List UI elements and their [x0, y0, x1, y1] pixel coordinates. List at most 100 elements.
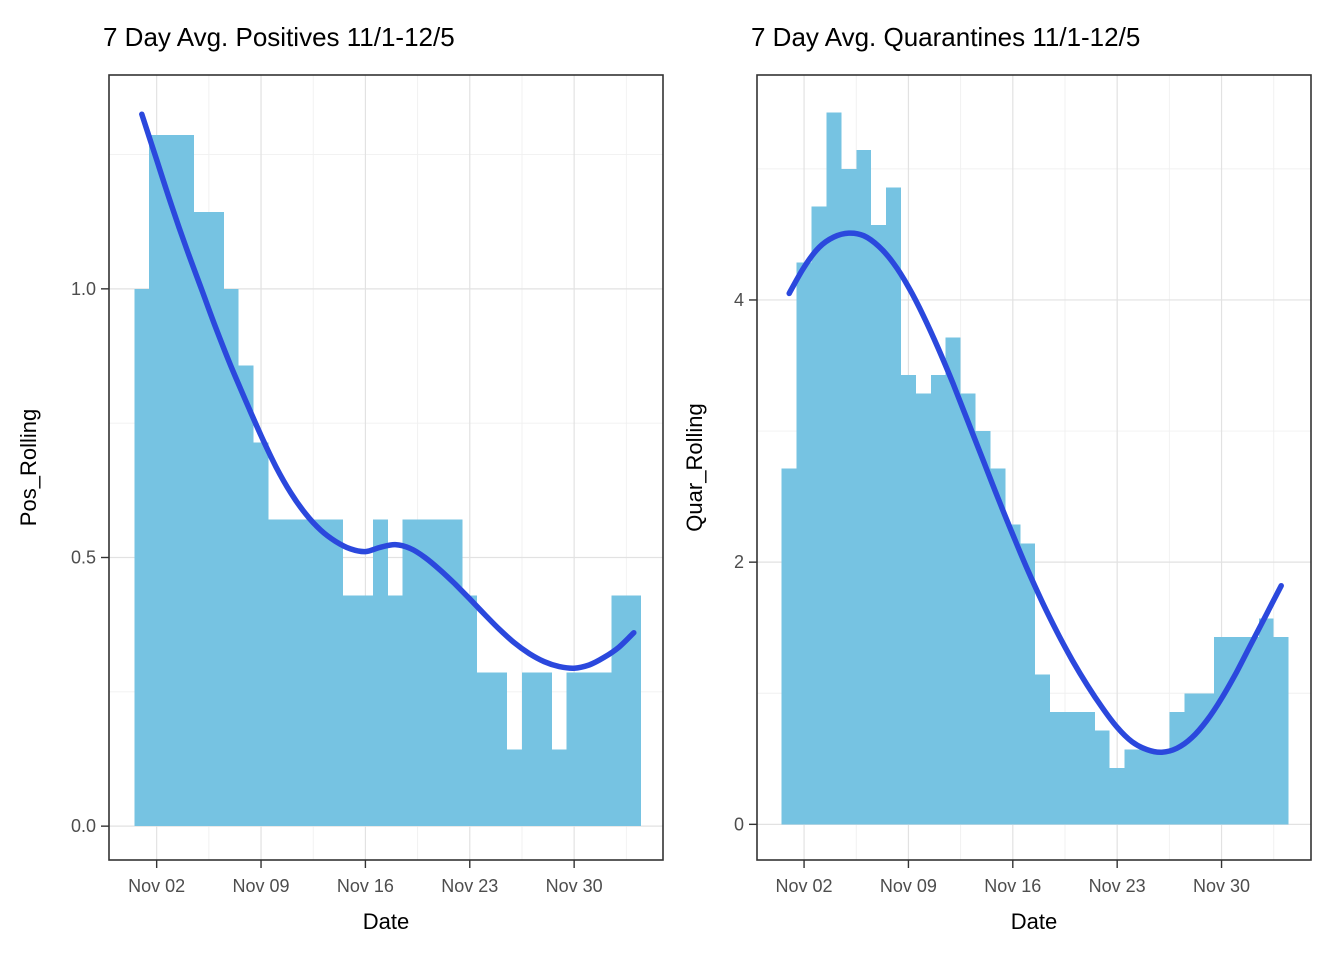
x-tick-label: Nov 16 — [984, 876, 1041, 896]
bar — [372, 519, 388, 827]
bar — [298, 519, 314, 827]
bar — [208, 212, 224, 827]
y-tick-label: 2 — [734, 552, 744, 572]
panel-border — [108, 74, 664, 861]
bar — [387, 595, 403, 827]
bar — [1050, 711, 1065, 825]
bar — [343, 595, 358, 827]
bar — [1169, 711, 1185, 825]
smooth-line — [786, 230, 1284, 755]
bar — [402, 519, 418, 827]
bar — [886, 187, 901, 825]
bar — [149, 135, 165, 827]
bar — [328, 519, 344, 827]
bar — [1258, 618, 1274, 825]
bar — [930, 374, 946, 825]
bar — [811, 206, 827, 825]
x-tick-label: Nov 30 — [1193, 876, 1250, 896]
bar — [990, 468, 1006, 825]
bar — [313, 519, 329, 827]
x-tick-label: Nov 16 — [337, 876, 394, 896]
bar — [1094, 730, 1110, 825]
bar — [871, 225, 887, 825]
bar — [566, 672, 582, 827]
bar — [283, 519, 299, 827]
axis-ticks — [101, 288, 575, 868]
quarantines-panel: 0 2 4 Nov 02 Nov 09 Nov 16 Nov 23 Nov 30 — [734, 74, 1312, 896]
bar — [417, 519, 433, 827]
axis-tick-labels: 0 2 4 Nov 02 Nov 09 Nov 16 Nov 23 Nov 30 — [734, 290, 1250, 896]
axis-ticks — [749, 299, 1223, 868]
bar — [826, 112, 842, 825]
bar — [796, 262, 812, 825]
bar — [1079, 711, 1095, 825]
bars — [134, 135, 642, 827]
left-y-axis-title: Pos_Rolling — [16, 409, 41, 526]
bar — [536, 672, 552, 827]
bars — [781, 112, 1289, 825]
panel-border — [756, 74, 1312, 861]
bar — [1005, 524, 1021, 825]
bar — [551, 749, 567, 827]
bar — [960, 393, 976, 825]
bar — [193, 212, 209, 827]
left-plot-title: 7 Day Avg. Positives 11/1-12/5 — [103, 22, 455, 52]
x-tick-label: Nov 02 — [776, 876, 833, 896]
bar — [507, 749, 522, 827]
right-plot-title: 7 Day Avg. Quarantines 11/1-12/5 — [751, 22, 1140, 52]
bar — [1109, 768, 1125, 825]
x-tick-label: Nov 02 — [128, 876, 185, 896]
bar — [268, 519, 284, 827]
bar — [164, 135, 180, 827]
bar — [357, 595, 373, 827]
bar — [1154, 749, 1170, 825]
bar — [581, 672, 597, 827]
bar — [1020, 543, 1036, 825]
smooth-line — [139, 111, 637, 672]
bar — [447, 519, 463, 827]
y-tick-label: 4 — [734, 290, 744, 310]
bar — [1273, 637, 1289, 825]
x-tick-label: Nov 30 — [546, 876, 603, 896]
bar — [521, 672, 537, 827]
bar — [1035, 674, 1051, 825]
bar — [626, 595, 642, 827]
bar — [492, 672, 508, 827]
bar — [134, 288, 150, 827]
y-tick-label: 0.0 — [71, 816, 96, 836]
bar — [1124, 749, 1140, 825]
right-y-axis-title: Quar_Rolling — [682, 403, 707, 531]
bar — [223, 288, 239, 827]
bar — [841, 168, 857, 825]
x-tick-label: Nov 23 — [1089, 876, 1146, 896]
bar — [1064, 711, 1080, 825]
bar — [253, 442, 269, 827]
y-tick-label: 0 — [734, 814, 744, 834]
right-x-axis-title: Date — [1011, 909, 1057, 934]
bar — [611, 595, 627, 827]
bar — [238, 365, 254, 827]
bar — [179, 135, 194, 827]
bar — [915, 393, 931, 825]
bar — [432, 519, 448, 827]
bar — [856, 150, 872, 825]
left-x-axis-title: Date — [363, 909, 409, 934]
bar — [975, 431, 991, 825]
y-tick-label: 1.0 — [71, 279, 96, 299]
bar — [596, 672, 612, 827]
x-tick-label: Nov 09 — [880, 876, 937, 896]
x-tick-label: Nov 23 — [441, 876, 498, 896]
x-tick-label: Nov 09 — [233, 876, 290, 896]
y-tick-label: 0.5 — [71, 547, 96, 567]
bar — [1214, 637, 1229, 825]
bar — [462, 595, 478, 827]
bar — [900, 374, 916, 825]
axis-tick-labels: 0.0 0.5 1.0 Nov 02 Nov 09 Nov 16 Nov 23 Nov 30 — [71, 279, 603, 896]
bar — [1243, 637, 1259, 825]
bar — [1139, 749, 1155, 825]
bar — [477, 672, 493, 827]
positives-panel: 0.0 0.5 1.0 Nov 02 Nov 09 Nov 16 Nov 23 Nov 30 — [71, 74, 664, 896]
bar — [945, 337, 961, 825]
